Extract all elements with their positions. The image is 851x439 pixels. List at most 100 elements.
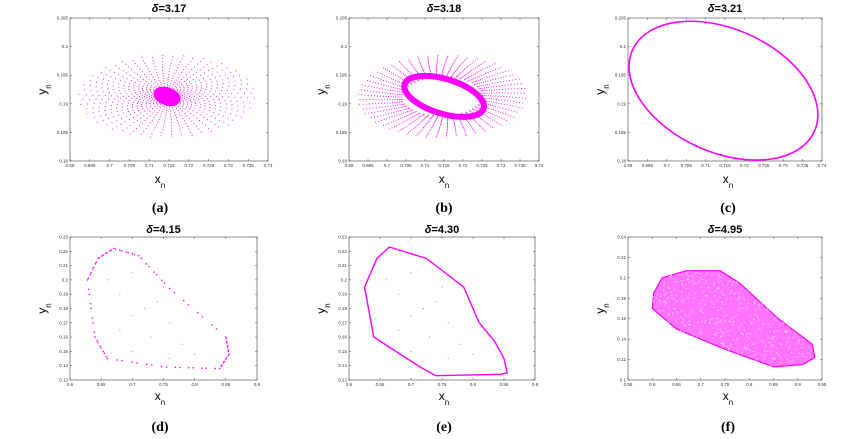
data-point xyxy=(210,130,212,132)
sparse-gap xyxy=(767,337,769,339)
data-point xyxy=(384,92,386,94)
dense-core xyxy=(153,86,181,107)
data-point xyxy=(385,279,387,281)
data-point xyxy=(199,106,201,108)
data-point xyxy=(396,99,398,101)
y-axis-label: yn xyxy=(593,303,611,313)
sparse-gap xyxy=(777,364,780,366)
data-point xyxy=(505,120,507,122)
data-point xyxy=(194,100,196,102)
data-point xyxy=(152,102,155,105)
data-point xyxy=(92,94,94,96)
data-point xyxy=(237,109,239,112)
data-point xyxy=(186,106,188,108)
data-point xyxy=(463,60,465,62)
data-point xyxy=(165,115,167,117)
data-point xyxy=(129,124,131,126)
sparse-gap xyxy=(773,330,775,333)
data-point xyxy=(397,96,399,98)
data-point xyxy=(405,105,408,107)
sparse-gap xyxy=(787,347,790,349)
data-point xyxy=(491,75,493,77)
sparse-gap xyxy=(658,309,661,312)
data-point xyxy=(366,79,368,82)
data-point xyxy=(379,115,381,117)
data-point xyxy=(127,102,129,104)
sparse-gap xyxy=(685,272,688,275)
data-point xyxy=(227,124,229,126)
data-point xyxy=(190,91,192,93)
data-point xyxy=(182,101,185,103)
data-point xyxy=(97,121,99,123)
data-point xyxy=(182,299,185,302)
data-point xyxy=(460,77,462,79)
sparse-gap xyxy=(652,296,655,298)
data-point xyxy=(179,108,182,110)
sparse-gap xyxy=(681,299,683,302)
data-point xyxy=(152,76,154,78)
data-point xyxy=(227,354,229,357)
data-point xyxy=(436,69,438,71)
data-point xyxy=(505,113,507,115)
data-point xyxy=(400,62,402,64)
data-point xyxy=(491,89,493,91)
sparse-gap xyxy=(755,357,758,360)
data-point xyxy=(388,85,390,87)
data-point xyxy=(387,99,389,101)
data-point xyxy=(203,116,205,118)
data-point xyxy=(86,103,88,105)
data-point xyxy=(369,80,371,82)
sparse-gap xyxy=(720,319,722,321)
data-point xyxy=(207,75,209,77)
data-point xyxy=(170,136,172,138)
data-point xyxy=(419,131,421,133)
data-point xyxy=(143,110,145,112)
data-point xyxy=(416,70,418,73)
data-point xyxy=(170,118,172,121)
data-point xyxy=(149,88,151,90)
data-point xyxy=(195,125,197,127)
y-axis-label: yn xyxy=(314,84,332,94)
data-point xyxy=(200,131,202,133)
data-point xyxy=(379,87,381,89)
sparse-gap xyxy=(776,352,778,354)
data-point xyxy=(377,120,379,122)
sparse-gap xyxy=(758,306,761,308)
data-point xyxy=(408,85,410,87)
data-point xyxy=(435,135,437,138)
data-point xyxy=(146,97,148,99)
y-tick-label: 0.185 xyxy=(336,130,348,135)
data-point xyxy=(404,126,406,128)
data-point xyxy=(408,132,410,134)
data-marks xyxy=(651,270,816,368)
data-point xyxy=(205,367,208,370)
sparse-gap xyxy=(701,299,703,302)
sparse-gap xyxy=(699,333,701,335)
data-point xyxy=(502,80,504,83)
data-point xyxy=(422,114,424,116)
data-point xyxy=(432,115,434,117)
sparse-gap xyxy=(671,296,673,299)
sparse-gap xyxy=(798,339,801,342)
x-tick-label: 0.7 xyxy=(106,163,113,168)
data-point xyxy=(487,80,489,82)
data-point xyxy=(162,54,164,57)
data-point xyxy=(143,115,145,117)
data-point xyxy=(410,350,412,352)
data-point xyxy=(515,96,517,98)
sparse-gap xyxy=(658,299,660,301)
data-point xyxy=(146,94,148,96)
data-point xyxy=(170,82,172,85)
sparse-gap xyxy=(803,338,805,341)
data-point xyxy=(381,102,383,104)
y-tick-label: 0.19 xyxy=(338,292,347,297)
sparse-gap xyxy=(724,303,726,305)
data-point xyxy=(198,128,200,130)
data-point xyxy=(160,135,162,137)
data-point xyxy=(388,117,390,119)
data-point xyxy=(157,121,159,123)
data-point xyxy=(92,266,95,269)
sparse-gap xyxy=(764,349,766,352)
data-point xyxy=(222,96,224,98)
data-point xyxy=(454,127,456,129)
